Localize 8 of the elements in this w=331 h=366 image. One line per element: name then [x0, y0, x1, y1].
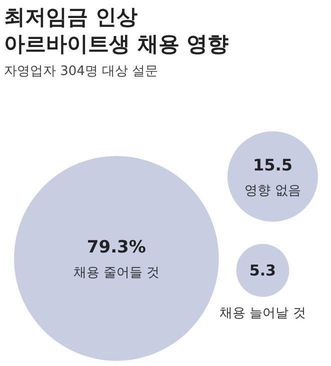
text: 최저임금 인상 아르바이트생 채용 영향 — [4, 4, 229, 58]
category-label: 채용 늘어날 것 — [220, 306, 306, 321]
data-label: 15.5 — [252, 155, 292, 174]
data-label: 5.3 — [249, 261, 276, 280]
data-label: 79.3% — [86, 237, 146, 258]
text: 자영업자 304명 대상 설문 — [4, 63, 158, 80]
category-label: 채용 줄어들 것 — [73, 265, 160, 280]
category-label: 영향 없음 — [244, 183, 301, 198]
